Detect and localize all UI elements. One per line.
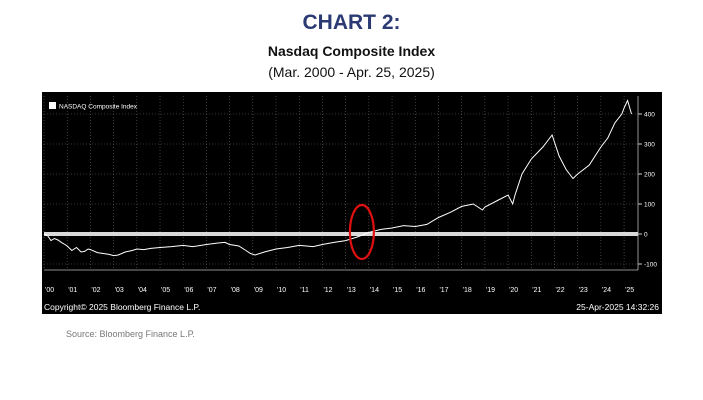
- x-tick-label: '22: [555, 287, 564, 294]
- x-tick-label: '01: [68, 287, 77, 294]
- x-tick-label: '06: [184, 287, 193, 294]
- x-tick-label: '11: [300, 287, 309, 294]
- y-tick-label: -100: [644, 262, 657, 269]
- x-tick-label: '05: [161, 287, 170, 294]
- x-tick-label: '12: [323, 287, 332, 294]
- chart-panel: '00 '01 '02 '03 '04 '05 '06 '07 '08 '09 '10 '11 '12 '…: [42, 92, 662, 314]
- x-tick-label: '13: [347, 287, 356, 294]
- x-tick-label: '24: [602, 287, 611, 294]
- x-axis: '00 '01 '02 '03 '04 '05 '06 '07 '08 '09 '10 '11 '12 '…: [44, 269, 638, 294]
- nasdaq-chart: '00 '01 '02 '03 '04 '05 '06 '07 '08 '09 '10 '11 '12 '…: [42, 92, 662, 314]
- chart-background: [42, 92, 662, 314]
- copyright-text: Copyright© 2025 Bloomberg Finance L.P.: [44, 302, 200, 312]
- x-tick-label: '17: [439, 287, 448, 294]
- x-tick-label: '16: [416, 287, 425, 294]
- y-tick-label: 200: [644, 172, 655, 179]
- source-note: Source: Bloomberg Finance L.P.: [66, 329, 195, 339]
- highlight-circle: [348, 203, 375, 261]
- x-tick-label: '04: [138, 287, 147, 294]
- x-tick-label: '21: [532, 287, 541, 294]
- x-tick-label: '03: [115, 287, 124, 294]
- x-tick-label: '19: [486, 287, 495, 294]
- y-tick-label: 100: [644, 202, 655, 209]
- timestamp-text: 25-Apr-2025 14:32:26: [576, 302, 659, 312]
- x-tick-label: '25: [625, 287, 634, 294]
- y-tick-label: 400: [644, 112, 655, 119]
- x-tick-label: '08: [231, 287, 240, 294]
- y-tick-label: 0: [644, 232, 648, 239]
- x-tick-label: '07: [207, 287, 216, 294]
- nasdaq-series-line: [43, 99, 632, 257]
- x-tick-label: '18: [463, 287, 472, 294]
- legend-label: NASDAQ Composite Index: [59, 104, 138, 111]
- x-tick-label: '00: [45, 287, 54, 294]
- x-tick-label: '02: [91, 287, 100, 294]
- y-tick-label: 300: [644, 142, 655, 149]
- x-tick-label: '14: [370, 287, 379, 294]
- chart-title: CHART 2:: [302, 11, 401, 34]
- x-tick-label: '20: [509, 287, 518, 294]
- chart-subtitle: Nasdaq Composite Index: [267, 43, 436, 59]
- x-tick-label: '09: [254, 287, 263, 294]
- x-tick-label: '15: [393, 287, 402, 294]
- x-tick-label: '23: [579, 287, 588, 294]
- y-axis: 400 300 200 100 0 -100: [637, 96, 657, 270]
- x-tick-label: '10: [277, 287, 286, 294]
- date-range: (Mar. 2000 - Apr. 25, 2025): [268, 64, 435, 80]
- legend: NASDAQ Composite Index: [49, 102, 138, 111]
- legend-swatch: [49, 102, 56, 109]
